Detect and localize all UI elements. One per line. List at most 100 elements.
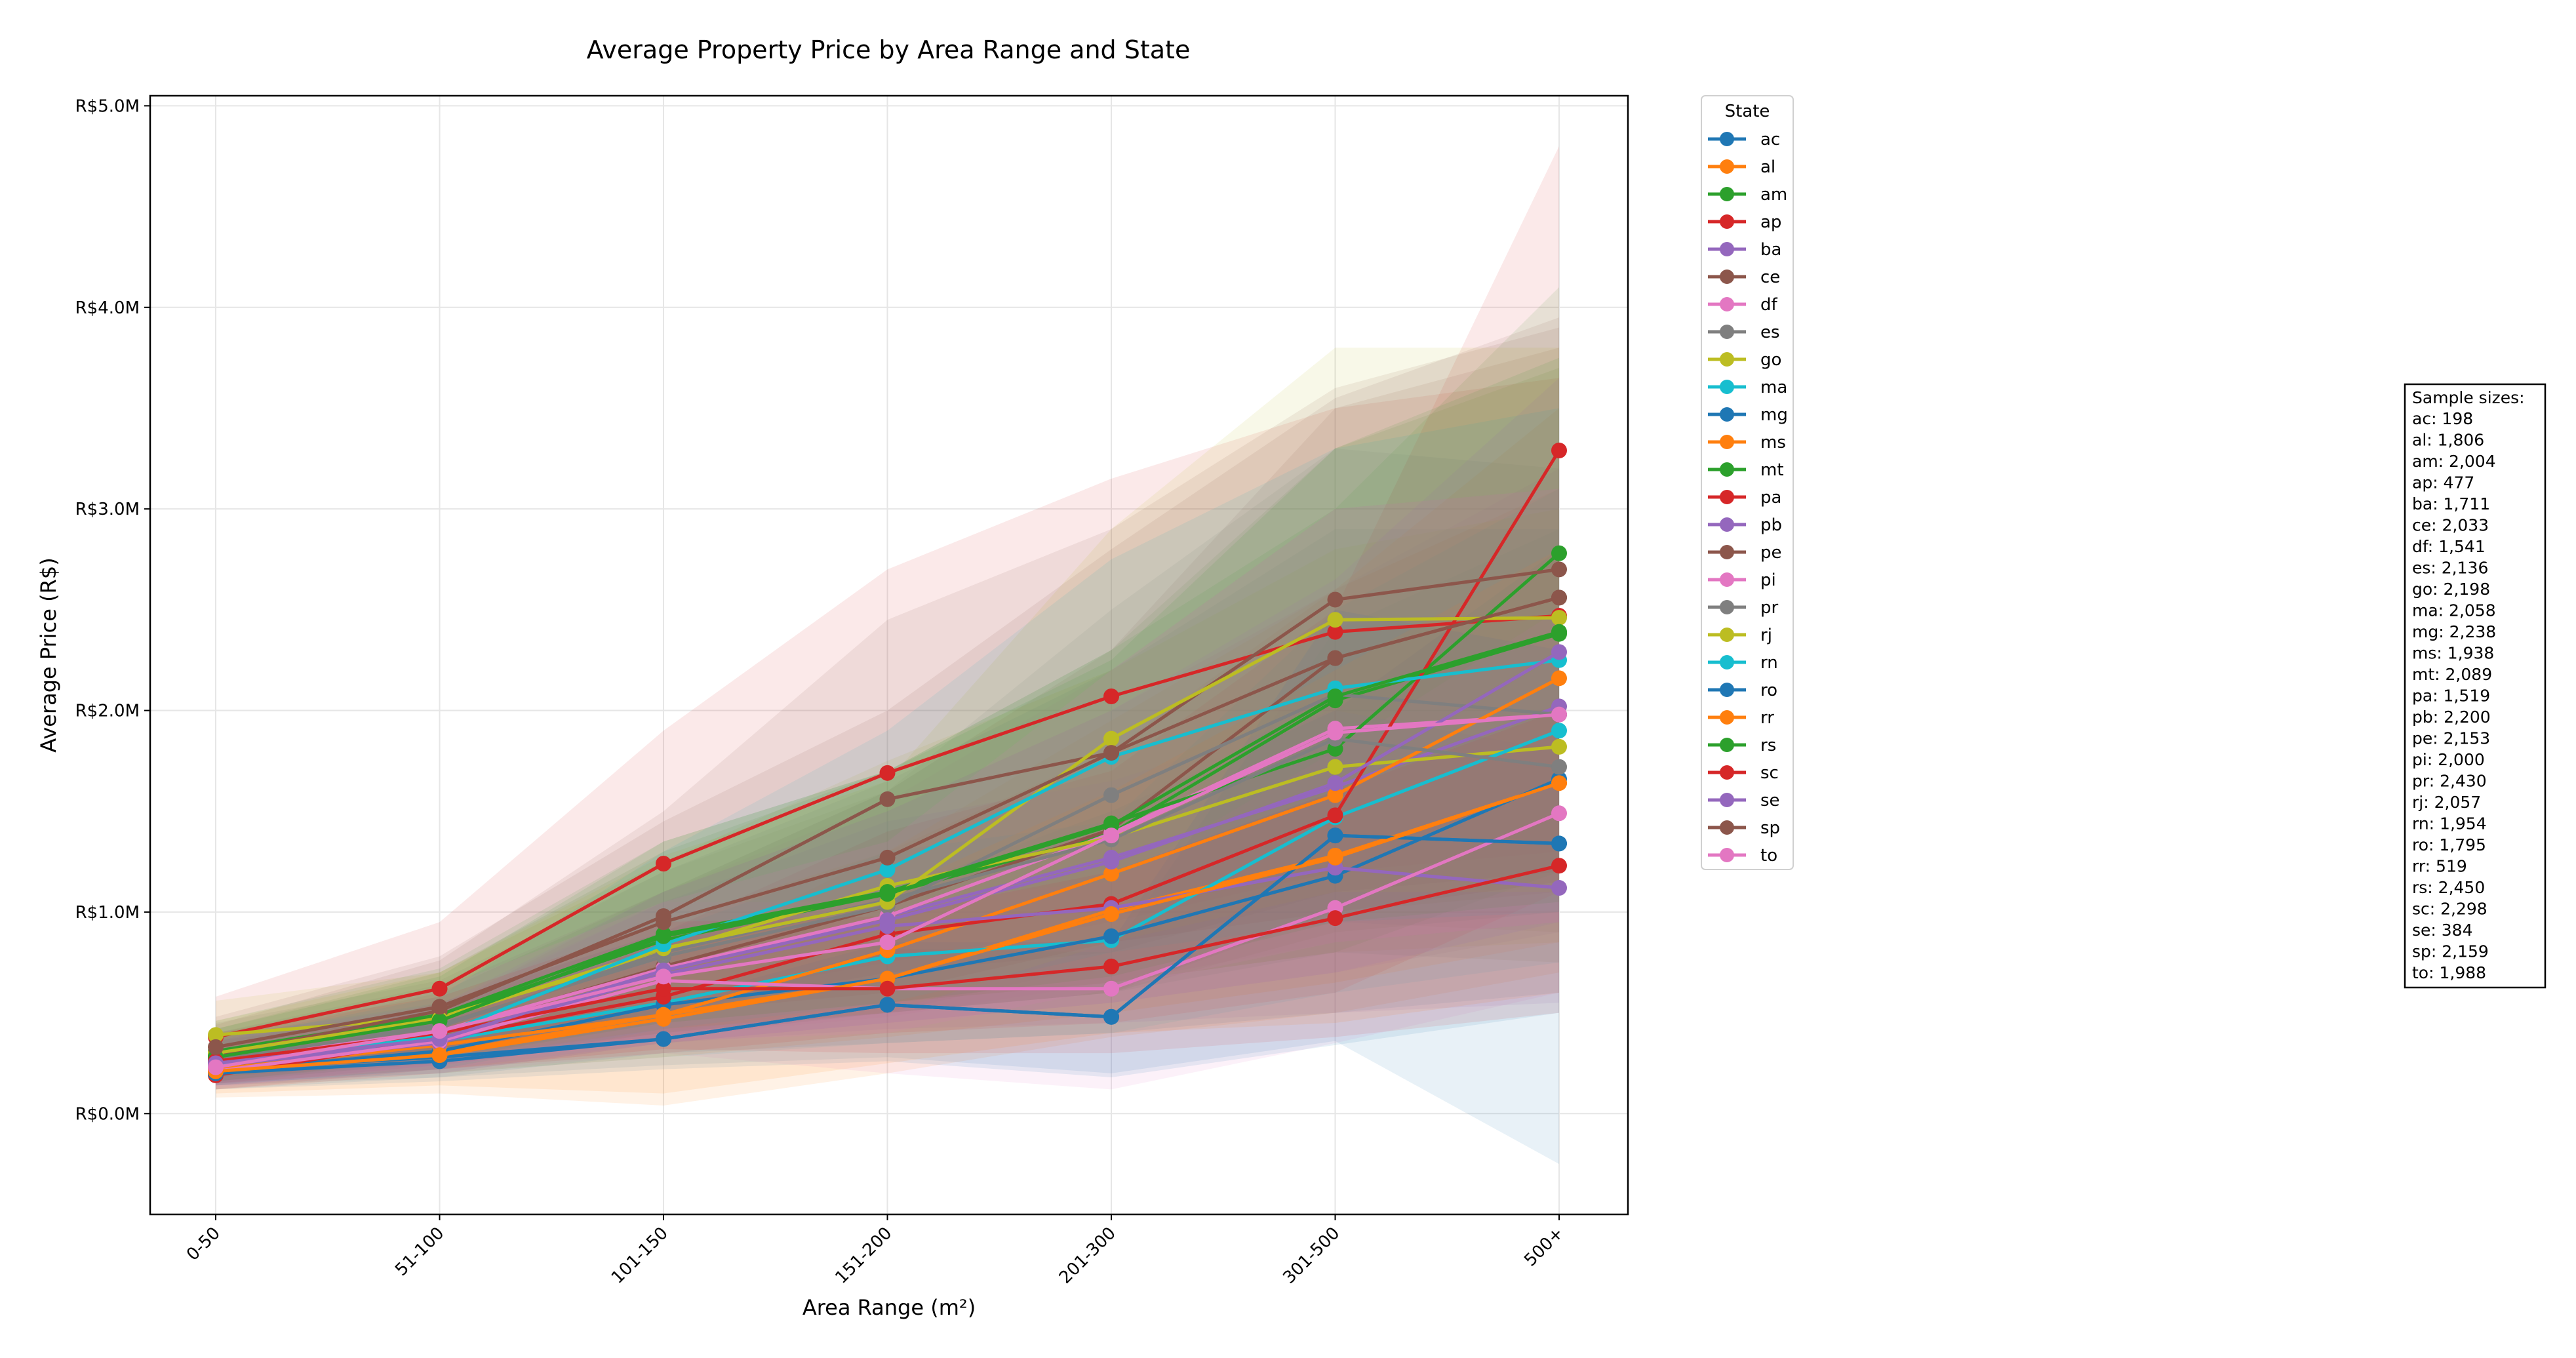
sample-size-entry: es: 2,136 [2412,559,2488,578]
legend-label-ce: ce [1760,268,1780,287]
point-sc-101-150 [656,980,671,997]
sample-size-entry: rj: 2,057 [2412,793,2481,812]
band-al [216,489,1559,1106]
y-tick-label: R$2.0M [75,702,140,721]
legend-label-ro: ro [1760,681,1777,700]
point-pa-500+ [1551,443,1567,459]
legend-label-pa: pa [1760,488,1781,508]
point-se-500+ [1551,644,1567,660]
legend-label-ap: ap [1760,212,1781,232]
legend-label-pb: pb [1760,515,1782,535]
point-se-201-300 [1103,854,1119,870]
point-sp-201-300 [1103,745,1119,761]
point-ms-500+ [1551,670,1567,687]
point-sc-301-500 [1327,910,1343,927]
point-to-101-150 [656,969,671,985]
legend-marker-pa [1720,490,1734,504]
legend-label-to: to [1760,846,1777,866]
point-rj-301-500 [1327,612,1343,628]
point-sp-51-100 [431,999,448,1015]
band-rj [216,348,1559,1077]
legend-label-df: df [1760,295,1778,315]
sample-size-entry: sc: 2,298 [2412,900,2487,919]
band-ro [216,609,1559,1090]
sample-size-entry: se: 384 [2412,921,2473,940]
point-rj-201-300 [1103,730,1119,747]
point-rr-500+ [1551,775,1567,791]
legend-marker-rn [1720,655,1734,669]
point-rr-51-100 [431,1047,448,1064]
legend-marker-es [1720,325,1734,339]
sample-size-entry: ro: 1,795 [2412,835,2486,854]
sample-size-entry: mt: 2,089 [2412,665,2492,684]
point-go-500+ [1551,738,1567,755]
band-pi [216,609,1559,1090]
legend-title: State [1725,102,1770,121]
legend-marker-mt [1720,462,1734,477]
point-to-201-300 [1103,828,1119,844]
legend-marker-rj [1720,628,1734,642]
legend-marker-sc [1720,765,1734,780]
point-to-0-50 [208,1059,224,1075]
point-pe-151-200 [879,791,896,807]
sample-size-entry: ap: 477 [2412,473,2474,492]
legend-marker-pe [1720,545,1734,559]
sample-size-entry: rr: 519 [2412,857,2467,876]
point-rj-500+ [1551,610,1567,626]
band-ma [216,489,1559,1084]
band-df [216,489,1559,1084]
sample-size-entry: to: 1,988 [2412,963,2486,982]
legend-marker-go [1720,352,1734,367]
legend-label-ac: ac [1760,130,1780,150]
sample-size-entry: go: 2,198 [2412,580,2490,599]
band-rn [216,408,1559,1086]
band-ac [216,529,1559,1165]
point-ma-500+ [1551,723,1567,739]
y-tick-label: R$0.0M [75,1104,140,1124]
legend-label-mg: mg [1760,405,1788,425]
legend-label-rn: rn [1760,653,1778,673]
band-mg [216,549,1559,1090]
grid [150,96,1628,1214]
point-rs-101-150 [656,928,671,944]
y-tick-label: R$3.0M [75,500,140,519]
point-ap-301-500 [1327,624,1343,640]
legend-marker-ap [1720,214,1734,229]
legend-marker-pr [1720,600,1734,614]
point-rs-500+ [1551,624,1567,640]
point-pi-201-300 [1103,980,1119,997]
legend-label-am: am [1760,185,1787,205]
band-ap [216,378,1559,1073]
legend-marker-se [1720,793,1734,807]
point-go-0-50 [208,1027,224,1043]
point-ap-51-100 [431,980,448,997]
point-rs-301-500 [1327,689,1343,705]
legend-label-mt: mt [1760,460,1784,480]
point-se-151-200 [879,912,896,929]
point-sp-500+ [1551,589,1567,606]
legend-marker-pi [1720,572,1734,587]
point-sp-301-500 [1327,650,1343,666]
band-ba [216,468,1559,1084]
legend-marker-ba [1720,242,1734,256]
legend-label-rj: rj [1760,626,1772,645]
sample-size-entry: pa: 1,519 [2412,687,2490,706]
band-ce [216,348,1559,1086]
sample-size-entry: ba: 1,711 [2412,494,2490,513]
sample-size-entry: pb: 2,200 [2412,708,2491,727]
legend-marker-ce [1720,270,1734,284]
band-es [216,448,1559,1077]
point-ro-301-500 [1327,828,1343,844]
sample-size-entry: df: 1,541 [2412,537,2486,556]
point-ap-151-200 [879,765,896,781]
legend-label-rs: rs [1760,736,1776,755]
legend-marker-to [1720,848,1734,862]
point-rn-151-200 [879,862,896,878]
point-ap-201-300 [1103,689,1119,705]
sample-size-entry: ce: 2,033 [2412,516,2489,535]
legend-marker-df [1720,297,1734,311]
legend-frame [1701,95,1794,870]
legend-marker-mg [1720,407,1734,422]
point-pe-301-500 [1327,591,1343,608]
